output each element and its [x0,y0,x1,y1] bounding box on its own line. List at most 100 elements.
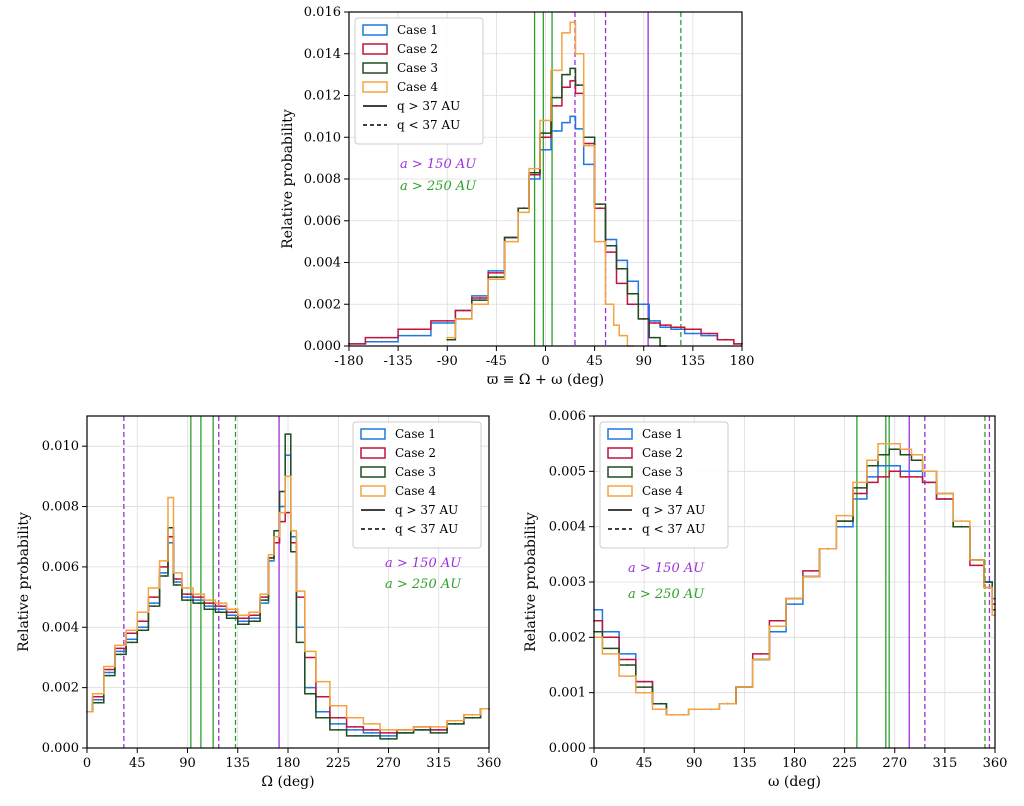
data-point [97,692,100,695]
data-point [421,729,423,731]
data-point [287,475,289,478]
data-point [354,729,356,731]
data-point [108,671,111,674]
legend-label: q > 37 AU [642,503,705,517]
data-point [626,664,629,666]
data-point [860,487,863,489]
data-point [337,723,340,725]
data-point [571,21,574,24]
data-point [653,322,656,324]
data-point [555,69,558,72]
data-point [354,735,356,737]
legend-swatch [362,62,388,74]
chart-panel-2: 0 45 90 135 180 225 270 315 360 0.000 0.002 0.004 0.… [16,415,501,790]
data-point [495,276,498,278]
y-tick-label: 0.012 [304,89,341,104]
x-tick-label: 225 [326,756,351,771]
data-point [153,587,155,589]
data-point [882,476,885,478]
data-point [599,207,601,210]
data-point [760,658,762,661]
data-point [253,620,256,623]
data-point [309,686,312,689]
data-point [298,626,301,629]
data-point [621,334,623,337]
data-point [370,735,373,737]
data-point [927,481,930,484]
data-point [292,529,295,532]
annotation-2: a > 250 AU [628,587,705,602]
data-point [231,608,234,611]
data-point [197,596,200,598]
y-tick-label: 0.004 [42,620,79,635]
data-point [588,136,591,139]
data-point [544,119,547,122]
y-tick-label: 0.006 [304,214,341,229]
data-point [916,470,918,473]
data-point [609,636,612,639]
annotation-1: a > 150 AU [400,157,477,172]
data-point [337,716,340,719]
data-point [693,708,696,711]
x-tick-label: 180 [782,756,807,771]
y-tick-label: 0.016 [304,5,341,20]
data-point [653,336,656,339]
data-point [446,322,449,324]
data-point [544,132,547,135]
data-point [555,96,558,99]
data-point [287,433,289,435]
data-point [169,541,172,544]
data-point [354,716,356,719]
legend-swatch [362,81,388,93]
legend-swatch [360,466,386,478]
data-point [653,320,656,322]
legend-label: Case 2 [395,446,436,460]
data-point [354,726,356,728]
data-point [164,575,167,577]
x-axis-label: ω (deg) [768,774,821,790]
data-point [610,244,612,247]
data-point [495,272,498,274]
data-point [298,590,301,592]
data-point [631,303,634,306]
data-point [437,732,440,734]
data-point [208,602,211,604]
y-tick-label: 0.005 [549,464,586,479]
legend-label: Case 2 [397,42,438,56]
data-point [337,704,340,707]
data-point [626,675,629,677]
data-point [370,723,373,725]
legend-label: q < 37 AU [395,522,458,536]
data-point [387,738,390,740]
data-point [231,611,234,614]
data-point [220,608,222,611]
data-point [871,481,874,484]
data-point [577,127,580,130]
data-point [810,570,813,572]
data-point [960,525,963,528]
data-point [642,303,645,306]
data-point [533,178,536,180]
x-tick-label: 315 [426,756,451,771]
data-point [186,587,189,589]
legend-swatch [360,485,386,497]
x-tick-label: -135 [384,354,413,369]
data-point [197,599,200,601]
legend-swatch [360,447,386,459]
legend-label: Case 3 [395,465,436,479]
data-point [320,695,323,698]
data-point [664,326,667,329]
data-point [988,581,991,583]
y-tick-label: 0.002 [304,297,341,312]
legend-swatch [607,466,633,478]
data-point [675,326,678,329]
x-tick-label: -45 [486,354,507,369]
data-point [621,267,623,270]
data-point [130,629,133,632]
data-point [462,318,465,320]
y-tick-label: 0.001 [549,686,586,701]
legend: Case 1 Case 2 Case 3 Case 4 q > 37 AU q < 37 … [352,421,482,549]
data-point [988,586,991,589]
legend-swatch [362,24,388,36]
y-tick-label: 0.006 [42,560,79,575]
